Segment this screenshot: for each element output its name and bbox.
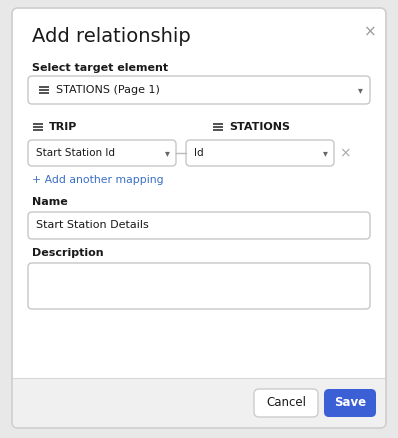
Text: Start Station Id: Start Station Id bbox=[36, 148, 115, 158]
Text: TRIP: TRIP bbox=[49, 122, 77, 132]
Bar bbox=[40, 129, 43, 131]
Text: Cancel: Cancel bbox=[266, 396, 306, 410]
Text: Id: Id bbox=[194, 148, 204, 158]
FancyBboxPatch shape bbox=[28, 76, 370, 104]
Bar bbox=[40, 126, 43, 128]
FancyBboxPatch shape bbox=[254, 389, 318, 417]
Text: ×: × bbox=[339, 146, 351, 160]
Bar bbox=[217, 123, 220, 125]
Bar bbox=[39, 89, 42, 91]
Bar bbox=[33, 123, 36, 125]
Bar bbox=[217, 126, 220, 128]
Text: ▾: ▾ bbox=[164, 148, 170, 158]
Bar bbox=[213, 126, 216, 128]
FancyBboxPatch shape bbox=[28, 212, 370, 239]
Bar bbox=[213, 123, 216, 125]
Bar bbox=[43, 89, 46, 91]
Bar bbox=[43, 92, 46, 94]
Bar bbox=[46, 89, 49, 91]
Text: + Add another mapping: + Add another mapping bbox=[32, 175, 164, 185]
Bar bbox=[46, 86, 49, 88]
Text: ×: × bbox=[364, 24, 377, 39]
Text: Name: Name bbox=[32, 197, 68, 207]
Bar bbox=[220, 126, 223, 128]
Bar bbox=[46, 92, 49, 94]
Bar bbox=[13, 378, 385, 427]
Bar bbox=[217, 129, 220, 131]
Bar bbox=[36, 126, 39, 128]
Bar bbox=[33, 126, 36, 128]
Bar bbox=[220, 129, 223, 131]
FancyBboxPatch shape bbox=[186, 140, 334, 166]
FancyBboxPatch shape bbox=[324, 389, 376, 417]
FancyBboxPatch shape bbox=[12, 8, 386, 428]
Bar bbox=[36, 123, 39, 125]
Text: Start Station Details: Start Station Details bbox=[36, 220, 149, 230]
Bar bbox=[43, 86, 46, 88]
Bar bbox=[220, 123, 223, 125]
FancyBboxPatch shape bbox=[28, 140, 176, 166]
Text: STATIONS (Page 1): STATIONS (Page 1) bbox=[56, 85, 160, 95]
Text: STATIONS: STATIONS bbox=[229, 122, 290, 132]
Text: Description: Description bbox=[32, 248, 103, 258]
Text: Add relationship: Add relationship bbox=[32, 27, 191, 46]
Bar bbox=[39, 86, 42, 88]
Text: ▾: ▾ bbox=[357, 85, 363, 95]
Text: ▾: ▾ bbox=[322, 148, 328, 158]
Text: Select target element: Select target element bbox=[32, 63, 168, 73]
FancyBboxPatch shape bbox=[28, 263, 370, 309]
Bar bbox=[40, 123, 43, 125]
Bar bbox=[213, 129, 216, 131]
Bar bbox=[36, 129, 39, 131]
Text: Save: Save bbox=[334, 396, 366, 410]
Bar bbox=[33, 129, 36, 131]
Bar bbox=[39, 92, 42, 94]
